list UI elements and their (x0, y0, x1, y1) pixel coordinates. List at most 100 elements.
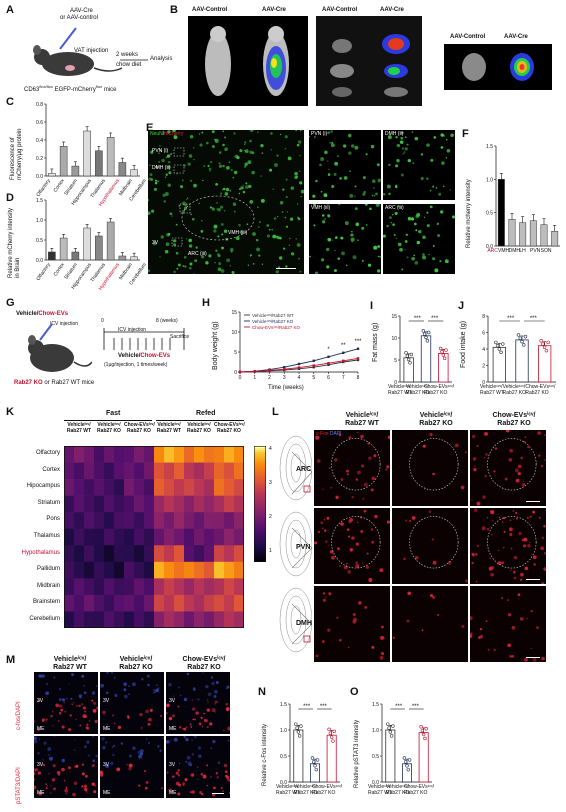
bar (130, 256, 138, 261)
heatmap-cell (124, 545, 135, 563)
cell-dot (243, 143, 246, 146)
heatmap-cell (84, 446, 95, 463)
y-tick-label: 0.6 (36, 120, 43, 126)
cell-dot (386, 224, 389, 228)
data-point (327, 363, 330, 366)
cell-dot (522, 480, 525, 483)
cell-dot (112, 714, 115, 717)
cell-dot (407, 216, 412, 221)
cell-dot (132, 746, 136, 750)
ivis-brain-image (444, 44, 552, 90)
cell-dot (42, 759, 44, 761)
cell-dot (363, 191, 366, 194)
heatmap-cell (134, 479, 145, 496)
cell-dot (355, 561, 359, 565)
bar (48, 173, 56, 177)
cell-dot (60, 708, 64, 712)
heatmap-cell (84, 578, 95, 596)
heatmap-cell (64, 479, 75, 496)
cell-dot (168, 716, 173, 721)
y-tick-label: 1.5 (36, 198, 43, 204)
category-label: Olfactory (35, 178, 52, 198)
cell-dot (523, 537, 528, 542)
legend-label: Vehicle¹ᶜᵛ/Rab27 WT (252, 313, 294, 318)
cell-dot (274, 163, 278, 167)
cell-dot (252, 262, 255, 265)
cell-dot (333, 172, 337, 176)
heatmap-cell (84, 528, 95, 546)
cell-dot (405, 519, 408, 522)
mouse-genotype-label: CD63flox/flox EGFP-mCherryflox mice (24, 84, 117, 93)
group-label: Chow-EVs¹ᶜᵛ/Rab27 KO (404, 784, 435, 796)
third-ventricle-label: 3V (169, 698, 176, 705)
cell-dot (439, 260, 442, 263)
cell-dot (216, 202, 218, 204)
heatmap-cell (224, 611, 235, 628)
bar (551, 231, 559, 247)
cell-dot (164, 249, 169, 254)
heatmap-cell (74, 495, 85, 513)
colorbar-segment (254, 516, 266, 519)
data-point (494, 340, 498, 345)
colorbar-segment (254, 532, 266, 535)
cell-dot (490, 573, 494, 577)
cell-dot (105, 672, 109, 675)
cell-dot (96, 685, 98, 687)
cell-dot (225, 187, 230, 192)
cell-dot (266, 224, 270, 227)
cell-dot (245, 185, 249, 189)
cell-dot (343, 176, 348, 180)
cell-dot (65, 697, 68, 700)
y-tick-label: 5 (234, 350, 237, 356)
l-col-3: Chow-EVsⁱᶜᵛ/Rab27 KO (492, 412, 536, 427)
cell-dot (84, 710, 87, 713)
cell-dot (330, 130, 333, 133)
colorbar-segment (254, 480, 266, 483)
cell-dot (507, 613, 512, 617)
cell-dot (475, 580, 478, 583)
data-point (405, 354, 410, 358)
colorbar-segment (254, 546, 266, 549)
colorbar-segment (254, 510, 266, 513)
heatmap-cell (234, 495, 244, 513)
scale-bar (526, 579, 540, 580)
heatmap-cell (154, 561, 165, 579)
data-point (342, 359, 345, 362)
heatmap-cell (204, 545, 215, 563)
cell-dot (414, 222, 417, 226)
l-cfos-image (470, 586, 546, 662)
l-row-pvn: PVN (296, 544, 311, 551)
cell-dot (228, 792, 230, 794)
heatmap-cell (184, 578, 195, 596)
cell-dot (110, 672, 114, 674)
heatmap-cell (84, 611, 95, 628)
heatmap-cell (164, 495, 175, 513)
bar (118, 255, 127, 261)
cell-dot (47, 747, 52, 752)
cell-dot (91, 763, 95, 767)
heatmap-cell (224, 561, 235, 579)
y-tick-label: 5 (394, 358, 397, 364)
data-point (297, 734, 302, 738)
heatmap-cell (154, 512, 165, 530)
cell-dot (404, 248, 406, 251)
group-label: Vehicle¹ᶜᵛ/Rab27 WT (276, 784, 300, 796)
data-point (356, 347, 360, 350)
cell-dot (71, 673, 74, 677)
cell-dot (190, 179, 193, 182)
cell-dot (347, 133, 352, 138)
heatmap-cell (164, 611, 175, 628)
cell-dot (84, 787, 88, 792)
cell-dot (430, 158, 434, 162)
cell-dot (344, 221, 349, 226)
cell-dot (440, 146, 444, 149)
cell-dot (523, 544, 527, 548)
cell-dot (371, 179, 376, 184)
data-point (315, 758, 320, 762)
cell-dot (207, 164, 210, 167)
cell-dot (75, 705, 78, 707)
chart-c: 0.80.60.40.20.0 (36, 102, 140, 178)
cell-dot (168, 682, 172, 687)
h-ylabel: Body weight (g) (212, 321, 219, 370)
